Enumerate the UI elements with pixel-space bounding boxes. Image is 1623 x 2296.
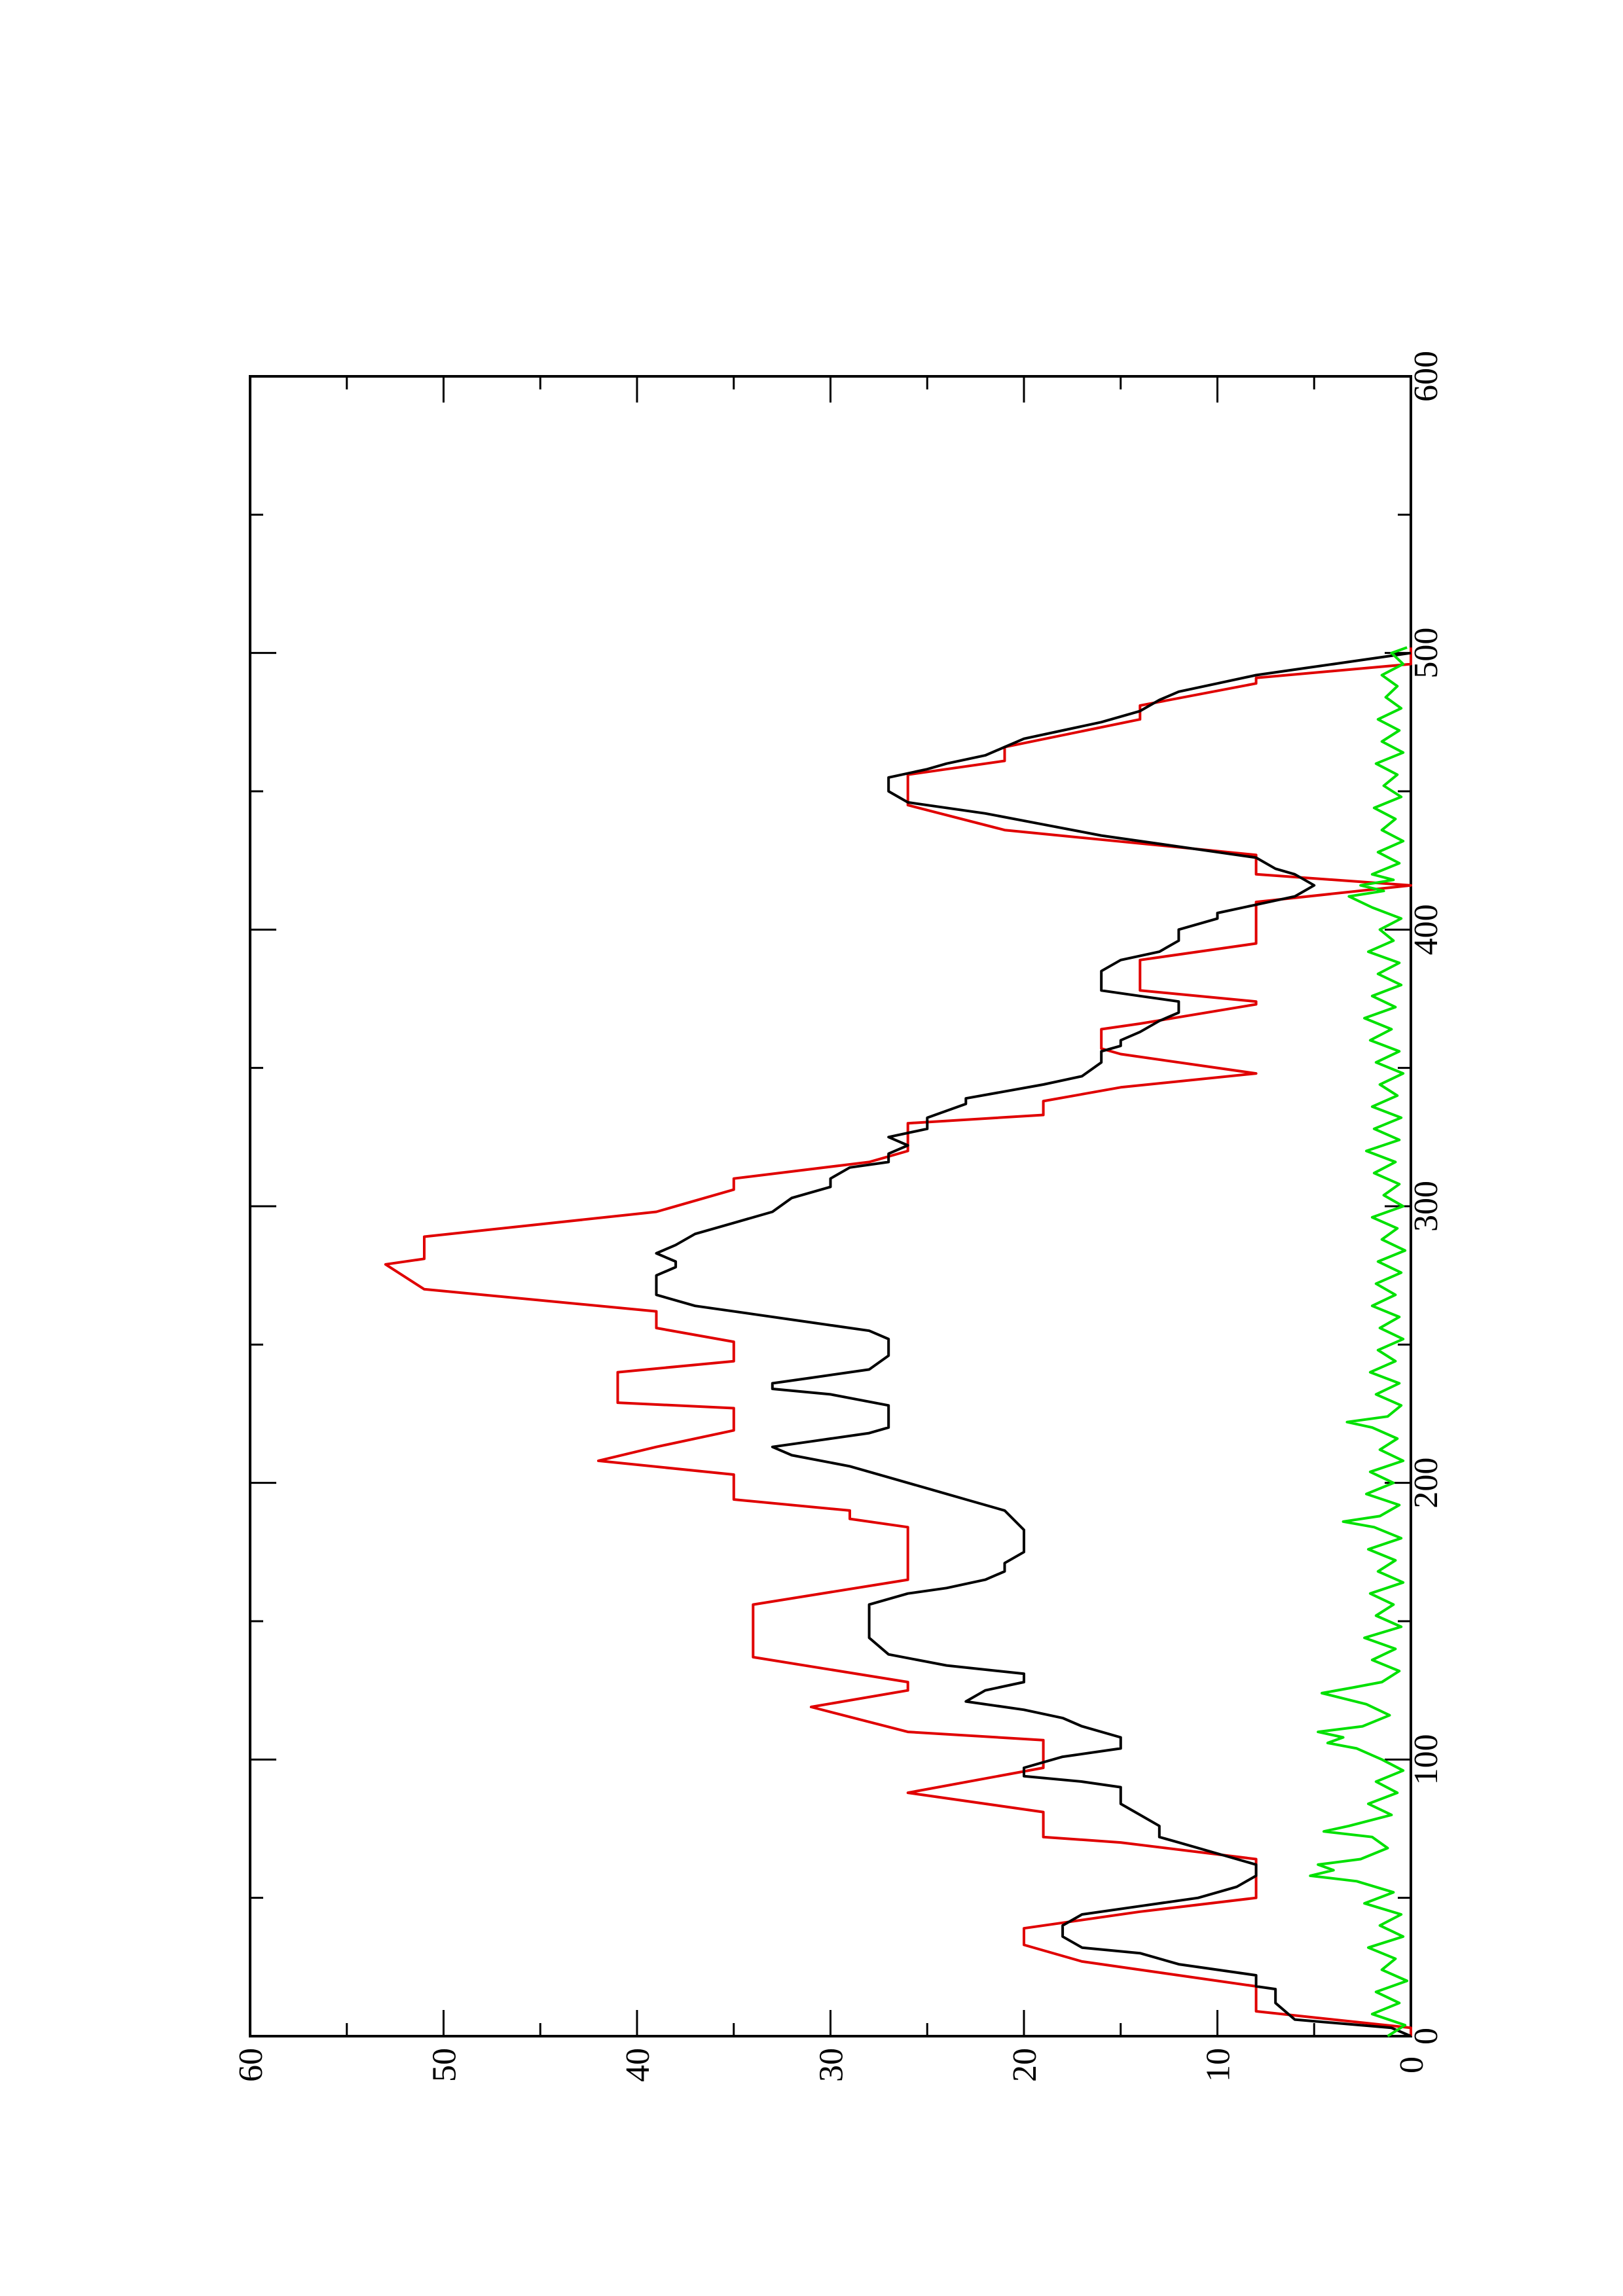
y-tick-label: 10 [1200,2048,1237,2082]
series-lines [384,646,1412,2037]
series-line-3 [1309,646,1409,2037]
y-tick-label: 40 [619,2048,657,2082]
y-tick-label: 0 [1393,2056,1431,2073]
y-tick-label: 20 [1006,2048,1044,2082]
x-tick-label: 600 [1408,351,1445,402]
series-line-2 [655,651,1412,2037]
y-tick-label: 50 [426,2048,464,2082]
series-line-1 [384,647,1412,2036]
axis-ticks [249,375,1412,2037]
plot-frame [249,375,1412,2037]
x-tick-label: 0 [1408,2028,1445,2045]
x-tick-label: 100 [1408,1734,1445,1785]
x-tick-label: 300 [1408,1181,1445,1232]
x-tick-label: 500 [1408,628,1445,679]
y-tick-label: 30 [813,2048,850,2082]
x-tick-label: 400 [1408,904,1445,955]
x-tick-label: 200 [1408,1458,1445,1509]
y-tick-label: 60 [232,2048,270,2082]
axis-tick-labels: 0 100 200 300 400 500 600 0 10 20 30 40 50 60 [232,351,1445,2082]
